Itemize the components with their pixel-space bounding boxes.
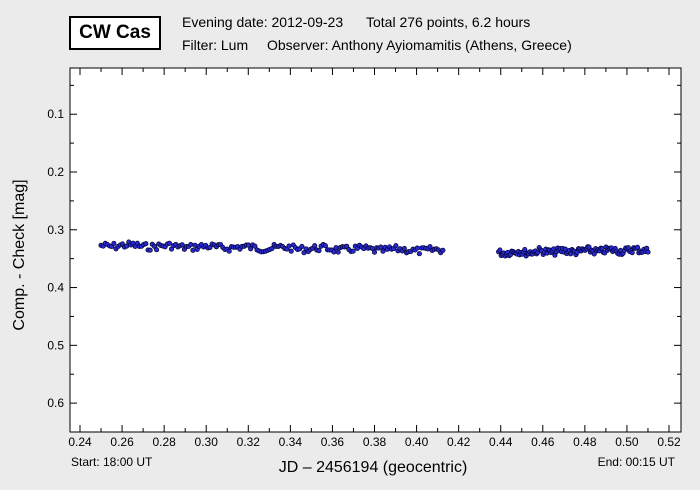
data-point — [111, 240, 117, 246]
x-tick-label: 0.34 — [279, 435, 303, 449]
data-point — [312, 243, 318, 249]
data-point — [629, 250, 635, 256]
data-point — [350, 248, 356, 254]
data-point — [179, 242, 185, 248]
y-tick-label: 0.4 — [47, 281, 64, 295]
data-point — [371, 249, 378, 255]
data-point — [427, 244, 433, 250]
x-axis-label: JD – 2456194 (geocentric) — [279, 459, 468, 476]
y-tick-label: 0.5 — [47, 338, 64, 352]
data-point — [316, 248, 322, 254]
data-point — [252, 243, 258, 249]
x-tick-label: 0.38 — [363, 435, 387, 449]
data-point — [522, 246, 528, 253]
x-tick-label: 0.26 — [110, 435, 134, 449]
data-point — [645, 249, 651, 255]
data-point — [393, 243, 399, 249]
data-point — [124, 243, 130, 249]
data-point — [416, 251, 422, 257]
data-point — [190, 247, 196, 253]
data-point — [248, 246, 254, 252]
x-tick-label: 0.30 — [195, 435, 219, 449]
data-point — [634, 244, 641, 250]
data-point — [286, 243, 292, 249]
data-point — [166, 240, 172, 246]
y-tick-label: 0.3 — [47, 223, 64, 237]
data-point — [414, 245, 420, 251]
x-tick-label: 0.46 — [531, 435, 555, 449]
x-tick-label: 0.50 — [615, 435, 639, 449]
evening-date: Evening date: 2012-09-23 — [182, 14, 344, 30]
data-point — [168, 246, 175, 252]
x-tick-label: 0.44 — [489, 435, 513, 449]
data-point — [378, 244, 384, 250]
x-tick-label: 0.36 — [321, 435, 345, 449]
data-point — [380, 248, 386, 254]
start-time: Start: 18:00 UT — [71, 455, 153, 469]
y-axis-label: Comp. - Check [mag] — [11, 179, 28, 330]
data-point — [401, 245, 407, 251]
x-tick-label: 0.40 — [405, 435, 429, 449]
filter-label: Filter: Lum — [182, 37, 249, 53]
x-tick-label: 0.28 — [152, 435, 176, 449]
data-point — [333, 245, 339, 251]
object-name-box: CW Cas — [69, 16, 161, 50]
data-point — [440, 247, 446, 253]
data-point — [147, 247, 153, 253]
data-point — [192, 242, 198, 248]
observer-label: Observer: Anthony Ayiomamitis (Athens, G… — [267, 37, 572, 53]
end-time: End: 00:15 UT — [598, 455, 676, 469]
x-tick-label: 0.24 — [68, 435, 92, 449]
data-point — [331, 249, 337, 255]
x-tick-label: 0.42 — [447, 435, 471, 449]
axis-ticks: 0.24 0.26 0.28 0.30 0.32 0.34 0.36 0.38 0.40 0.42… — [47, 68, 681, 449]
data-point — [188, 242, 194, 248]
data-point — [591, 251, 597, 257]
data-point — [143, 241, 149, 247]
x-tick-label: 0.48 — [573, 435, 597, 449]
data-point — [335, 249, 341, 255]
x-tick-label: 0.52 — [657, 435, 681, 449]
y-tick-label: 0.6 — [47, 396, 64, 410]
y-tick-label: 0.1 — [47, 107, 64, 121]
data-point — [299, 243, 305, 249]
data-point — [497, 247, 503, 253]
data-point — [322, 243, 328, 249]
object-name: CW Cas — [79, 22, 151, 43]
data-point — [586, 244, 592, 250]
total-points: Total 276 points, 6.2 hours — [366, 14, 531, 30]
data-point — [226, 248, 232, 254]
data-point — [288, 248, 294, 254]
data-points — [98, 239, 651, 259]
data-point — [269, 246, 275, 252]
y-tick-label: 0.2 — [47, 165, 64, 179]
data-point — [154, 247, 160, 253]
x-tick-label: 0.32 — [237, 435, 261, 449]
